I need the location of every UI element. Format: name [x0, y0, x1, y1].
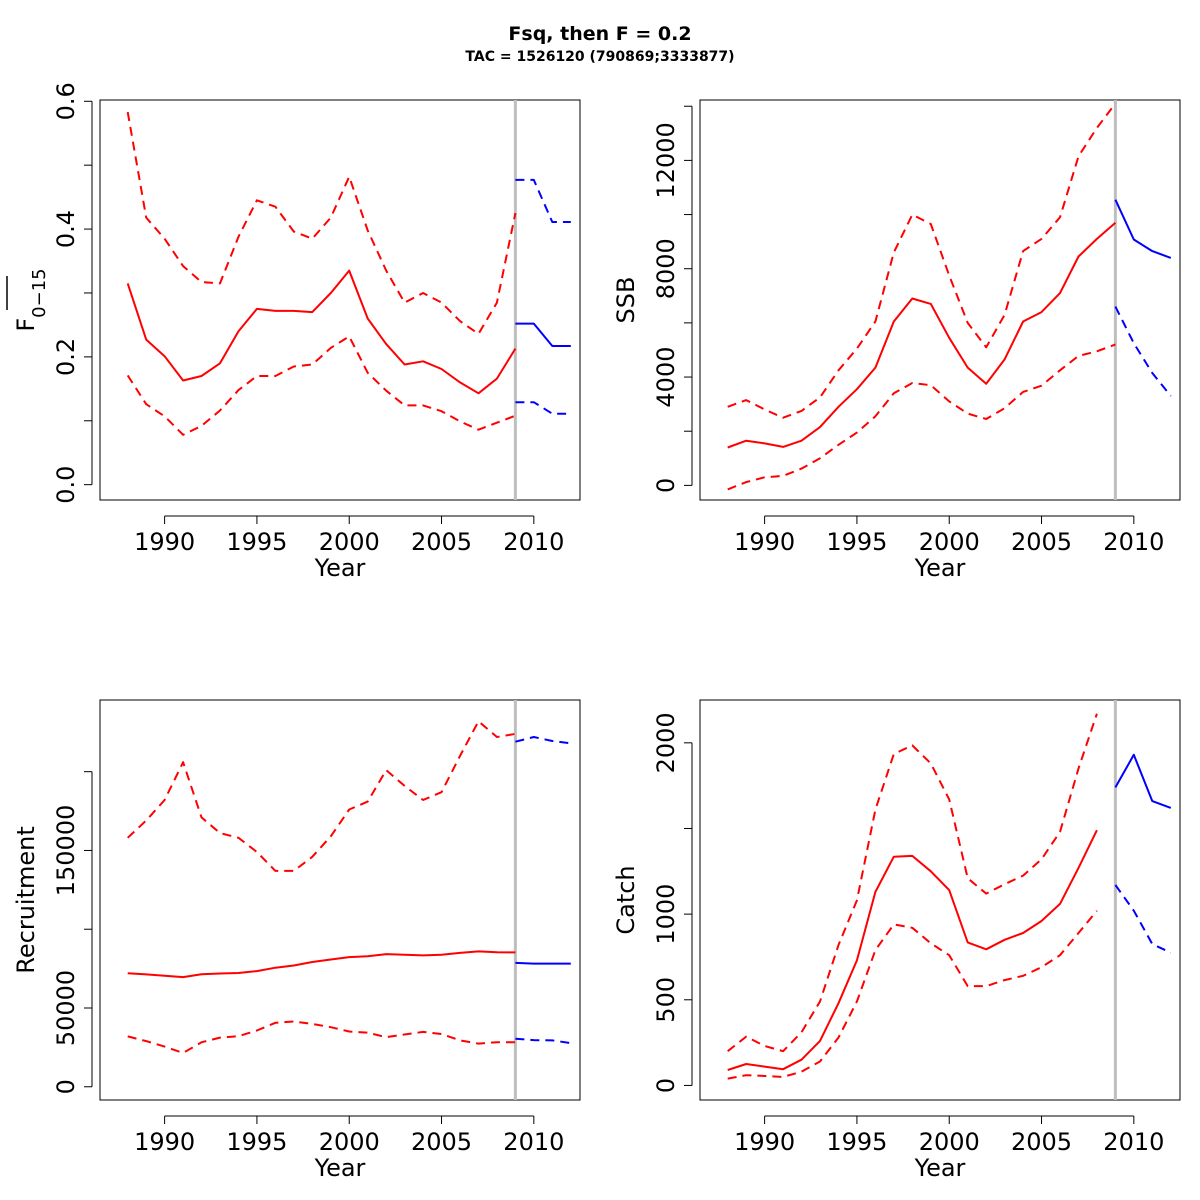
- fbar-projection-median-line: [515, 322, 571, 347]
- ssb-x-tick-label: 1990: [734, 528, 795, 556]
- fbar-projection-lower-line: [515, 401, 571, 415]
- recruitment-history-median-line: [127, 950, 516, 979]
- chart-subtitle: TAC = 1526120 (790869;3333877): [465, 49, 734, 65]
- fbar-history-lower-line: [126, 335, 516, 436]
- ssb-x-tick-label: 2005: [1011, 528, 1072, 556]
- catch-x-tick-label: 2010: [1103, 1128, 1164, 1156]
- fbar-panel: 1990 1995 2000 2005 2010 Year 0.0 0.2 0.4 0.6 F0−1…: [6, 82, 581, 582]
- recruitment-projection-median-line: [515, 961, 571, 965]
- fbar-y-axis-label: F0−15: [12, 268, 50, 331]
- catch-x-tick-label: 1990: [734, 1128, 795, 1156]
- ssb-plot-frame: [699, 99, 1181, 501]
- recruitment-x-axis-label: Year: [314, 1154, 366, 1182]
- ssb-y-tick-label: 0: [652, 478, 680, 493]
- recruitment-x-tick-label: 2005: [411, 1128, 472, 1156]
- catch-y-tick-label: 2000: [652, 712, 680, 773]
- recruitment-y-axis-label: Recruitment: [12, 826, 40, 973]
- ssb-y-tick-label: 4000: [652, 347, 680, 408]
- fbar-x-axis-label: Year: [314, 554, 366, 582]
- fbar-x-tick-label: 1990: [134, 528, 195, 556]
- recruitment-x-tick-label: 2000: [319, 1128, 380, 1156]
- fbar-x-tick-label: 2005: [411, 528, 472, 556]
- recruitment-x-tick-label: 1990: [134, 1128, 195, 1156]
- ssb-projection-median-line: [1114, 199, 1172, 259]
- catch-panel: 1990 1995 2000 2005 2010 Year 0 500 1000 2000 Catc…: [612, 699, 1181, 1182]
- fbar-y-tick-label: 0.2: [52, 338, 80, 376]
- catch-y-tick-label: 1000: [652, 884, 680, 945]
- ssb-history-median-line: [727, 221, 1117, 449]
- recruitment-plot-frame: [99, 699, 581, 1101]
- recruitment-x-tick-label: 1995: [226, 1128, 287, 1156]
- fbar-plot-frame: [99, 99, 581, 501]
- ssb-x-tick-label: 1995: [826, 528, 887, 556]
- catch-y-axis-label: Catch: [612, 865, 640, 934]
- ssb-history-lower-line: [727, 343, 1116, 491]
- recruitment-y-tick-label: 50000: [52, 970, 80, 1046]
- fbar-x-tick-label: 2010: [503, 528, 564, 556]
- ssb-y-axis-label: SSB: [612, 277, 640, 324]
- recruitment-projection-lower-line: [515, 1037, 571, 1045]
- recruitment-x-tick-label: 2010: [503, 1128, 564, 1156]
- ssb-x-tick-label: 2010: [1103, 528, 1164, 556]
- ssb-y-tick-label: 12000: [652, 122, 680, 198]
- ssb-history-upper-line: [727, 102, 1117, 419]
- catch-history-lower-line: [727, 910, 1098, 1080]
- catch-x-axis-label: Year: [914, 1154, 966, 1182]
- recruitment-y-tick-label: 150000: [52, 805, 80, 897]
- ssb-projection-lower-line: [1114, 306, 1172, 397]
- chart-title: Fsq, then F = 0.2: [508, 23, 691, 45]
- recruitment-projection-upper-line: [515, 736, 571, 745]
- fbar-x-tick-label: 2000: [319, 528, 380, 556]
- catch-x-tick-label: 1995: [826, 1128, 887, 1156]
- fbar-y-tick-label: 0.0: [52, 466, 80, 504]
- catch-history-median-line: [727, 829, 1098, 1071]
- panels: 1990 1995 2000 2005 2010 Year 0.0 0.2 0.4 0.6 F0−1…: [6, 82, 1181, 1182]
- recruitment-history-upper-line: [127, 720, 516, 872]
- catch-plot-frame: [699, 699, 1181, 1101]
- fbar-x-tick-label: 1995: [226, 528, 287, 556]
- catch-x-tick-label: 2005: [1011, 1128, 1072, 1156]
- ssb-y-tick-label: 8000: [652, 238, 680, 299]
- recruitment-panel: 1990 1995 2000 2005 2010 Year 0 50000 150000 Recr…: [12, 699, 581, 1182]
- ssb-x-tick-label: 2000: [919, 528, 980, 556]
- fbar-history-median-line: [126, 269, 517, 395]
- catch-x-tick-label: 2000: [919, 1128, 980, 1156]
- recruitment-y-tick-label: 0: [52, 1079, 80, 1094]
- ssb-x-axis-label: Year: [914, 554, 966, 582]
- fbar-y-tick-label: 0.6: [52, 82, 80, 120]
- catch-y-tick-label: 0: [652, 1078, 680, 1093]
- catch-projection-lower-line: [1114, 884, 1172, 954]
- ssb-panel: 1990 1995 2000 2005 2010 Year 0 4000 8000 12000 SS…: [612, 99, 1181, 582]
- fbar-history-upper-line: [126, 111, 517, 335]
- catch-projection-median-line: [1114, 753, 1172, 809]
- fbar-y-tick-label: 0.4: [52, 210, 80, 248]
- catch-y-tick-label: 500: [652, 977, 680, 1023]
- recruitment-history-lower-line: [127, 1020, 516, 1054]
- catch-history-upper-line: [727, 713, 1098, 1053]
